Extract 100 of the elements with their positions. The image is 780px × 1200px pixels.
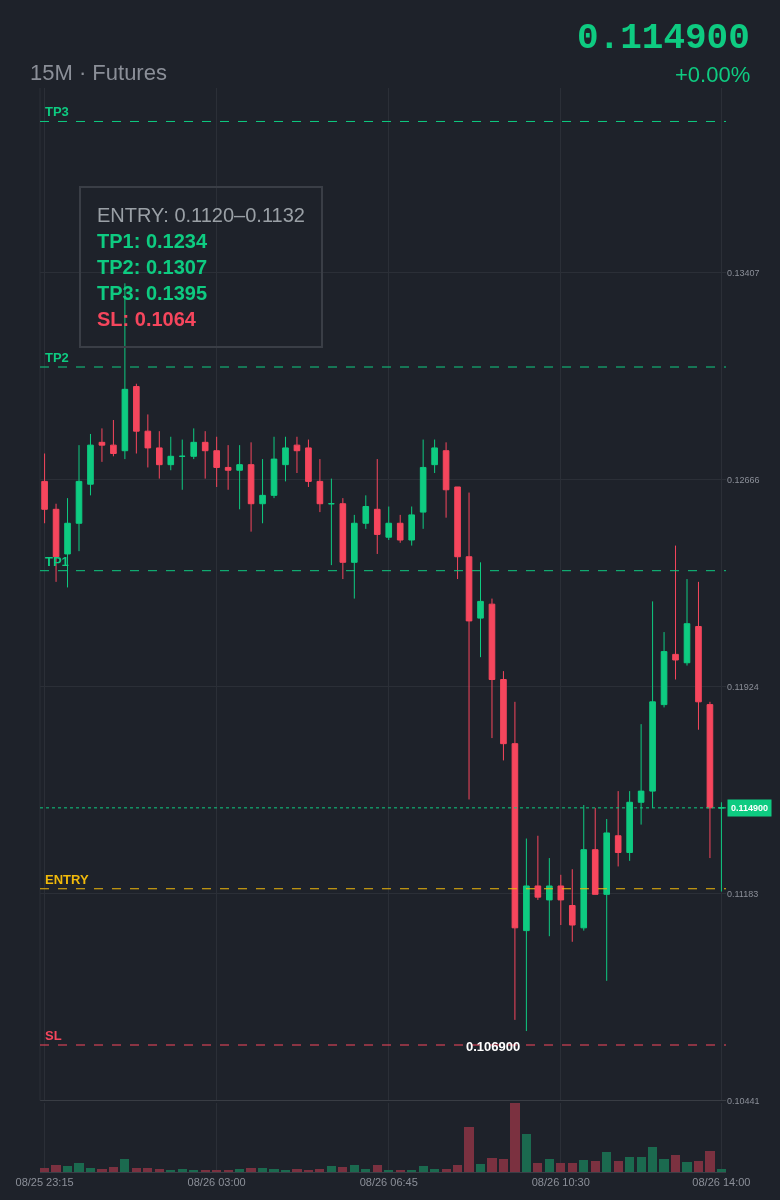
candlestick <box>442 441 450 519</box>
bar <box>235 1168 244 1172</box>
bar <box>189 1169 198 1172</box>
candlestick <box>259 458 266 524</box>
candlestick <box>523 838 530 1032</box>
candlestick <box>488 598 496 739</box>
bar <box>579 1159 588 1172</box>
candlestick <box>133 383 140 454</box>
candlestick <box>672 545 679 680</box>
bar <box>269 1168 279 1172</box>
candlestick <box>305 439 312 488</box>
bar <box>166 1169 175 1172</box>
candlestick <box>546 857 553 937</box>
candlestick <box>75 444 83 552</box>
candlestick <box>603 818 611 982</box>
candlestick <box>454 486 461 580</box>
candlestick <box>282 436 289 482</box>
bar <box>396 1169 405 1172</box>
bar <box>361 1168 370 1172</box>
bar <box>510 1102 520 1172</box>
bar <box>120 1158 129 1172</box>
bar <box>499 1158 508 1172</box>
candlestick <box>385 506 393 541</box>
bar <box>350 1164 359 1172</box>
bar <box>373 1164 382 1172</box>
candlestick <box>110 419 117 457</box>
bar <box>717 1168 726 1172</box>
bar <box>648 1146 657 1172</box>
candlestick <box>591 807 599 895</box>
bar <box>304 1169 313 1172</box>
annotation: TP2: 0.1307 <box>97 256 208 278</box>
bar <box>40 1167 49 1172</box>
candlestick <box>683 578 691 667</box>
bar <box>246 1167 256 1172</box>
candlestick <box>373 458 381 555</box>
bar <box>442 1168 451 1172</box>
candlestick <box>660 631 668 708</box>
x-tick-label: 08/26 03:00 <box>187 1176 246 1189</box>
y-tick-label: 0.10441 <box>727 1095 760 1106</box>
candlestick <box>534 835 542 901</box>
candlestick <box>557 874 565 926</box>
candlestick <box>41 453 48 524</box>
candlestick <box>431 439 438 474</box>
bar <box>97 1168 107 1172</box>
bar <box>591 1160 600 1172</box>
bar <box>487 1157 497 1172</box>
candlestick <box>144 413 152 468</box>
candlestick <box>316 458 324 513</box>
candlestick <box>511 701 519 1021</box>
ref-line-label: ENTRY <box>45 872 89 887</box>
bar <box>614 1160 623 1172</box>
candlestick <box>270 436 278 499</box>
bar <box>430 1168 439 1172</box>
bar <box>63 1165 72 1172</box>
bar <box>545 1158 554 1172</box>
bar <box>109 1166 118 1172</box>
bar <box>258 1167 267 1172</box>
bar <box>453 1164 462 1172</box>
bar <box>602 1151 611 1172</box>
candlestick <box>167 436 175 471</box>
candlestick <box>213 436 220 488</box>
bar <box>143 1167 152 1172</box>
candlestick <box>293 436 301 474</box>
bar <box>155 1168 164 1172</box>
candlestick <box>362 494 370 530</box>
bar <box>201 1169 210 1172</box>
bar <box>476 1163 485 1172</box>
bar <box>86 1167 95 1172</box>
ref-line-label: 0.114900 <box>731 803 769 813</box>
candlestick <box>339 497 347 580</box>
candlestick <box>500 670 507 761</box>
annotation: TP1: 0.1234 <box>97 230 208 252</box>
candlestick <box>155 430 163 480</box>
bar <box>671 1154 680 1172</box>
ref-line-label: TP3 <box>45 104 69 119</box>
annotation: 0.106900 <box>466 1039 521 1054</box>
candlestick <box>98 427 106 463</box>
bar <box>315 1168 324 1172</box>
candlestick <box>614 790 622 867</box>
x-tick-label: 08/26 10:30 <box>531 1176 590 1189</box>
bar <box>51 1164 61 1172</box>
candlestick <box>328 478 335 566</box>
ref-line-label: SL <box>45 1028 62 1043</box>
bar <box>522 1133 531 1172</box>
candlestick <box>695 581 702 731</box>
annotation: SL: 0.1064 <box>97 308 197 330</box>
candlestick <box>190 427 198 460</box>
chart-subtitle: 15M · Futures <box>30 60 167 85</box>
bar <box>327 1165 336 1172</box>
text: 0.114900 <box>577 18 750 59</box>
annotation: ENTRY: 0.1120–0.1132 <box>97 204 305 226</box>
y-tick-label: 0.12666 <box>727 474 760 485</box>
bar <box>659 1158 669 1172</box>
bar <box>407 1169 416 1172</box>
bar <box>338 1166 347 1172</box>
bar <box>464 1126 474 1172</box>
ref-line-label: TP2 <box>45 350 69 365</box>
candlestick <box>396 514 404 544</box>
bar <box>292 1168 302 1172</box>
y-tick-label: 0.11924 <box>727 681 759 692</box>
